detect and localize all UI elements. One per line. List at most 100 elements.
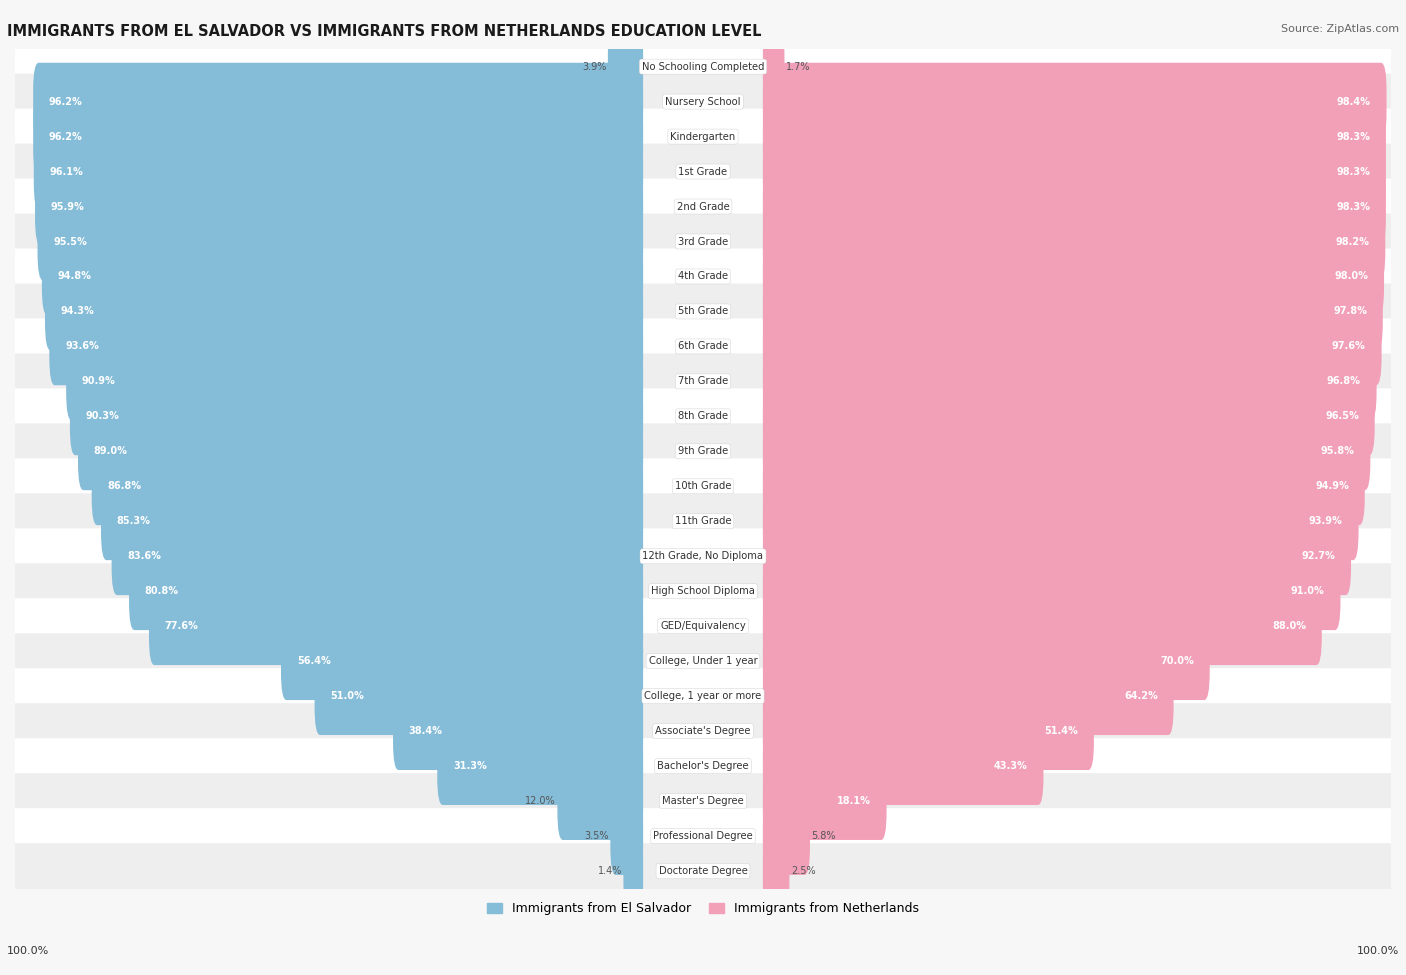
FancyBboxPatch shape [77,412,643,490]
FancyBboxPatch shape [763,203,1385,281]
Text: 93.9%: 93.9% [1309,517,1343,526]
Text: 94.8%: 94.8% [58,271,91,282]
Text: 98.0%: 98.0% [1334,271,1368,282]
Text: 98.3%: 98.3% [1336,202,1369,212]
FancyBboxPatch shape [13,214,1393,269]
Text: 90.3%: 90.3% [86,411,120,421]
FancyBboxPatch shape [763,377,1375,455]
FancyBboxPatch shape [763,307,1382,385]
Text: 96.1%: 96.1% [49,167,83,176]
Text: 12th Grade, No Diploma: 12th Grade, No Diploma [643,551,763,562]
FancyBboxPatch shape [34,98,643,176]
Text: 95.9%: 95.9% [51,202,84,212]
FancyBboxPatch shape [607,28,643,105]
FancyBboxPatch shape [129,553,643,630]
FancyBboxPatch shape [13,703,1393,760]
FancyBboxPatch shape [91,448,643,526]
Text: IMMIGRANTS FROM EL SALVADOR VS IMMIGRANTS FROM NETHERLANDS EDUCATION LEVEL: IMMIGRANTS FROM EL SALVADOR VS IMMIGRANT… [7,24,762,39]
FancyBboxPatch shape [38,203,643,281]
FancyBboxPatch shape [13,668,1393,724]
FancyBboxPatch shape [13,39,1393,95]
FancyBboxPatch shape [763,798,810,875]
FancyBboxPatch shape [149,587,643,665]
FancyBboxPatch shape [13,493,1393,549]
FancyBboxPatch shape [49,307,643,385]
FancyBboxPatch shape [42,238,643,315]
FancyBboxPatch shape [34,133,643,211]
Text: 9th Grade: 9th Grade [678,447,728,456]
Text: 98.2%: 98.2% [1336,237,1369,247]
FancyBboxPatch shape [763,483,1358,561]
FancyBboxPatch shape [13,599,1393,654]
Text: 3.5%: 3.5% [585,831,609,841]
Text: 11th Grade: 11th Grade [675,517,731,526]
Text: 89.0%: 89.0% [94,447,128,456]
Text: 95.8%: 95.8% [1320,447,1354,456]
FancyBboxPatch shape [763,833,789,910]
Text: 100.0%: 100.0% [7,946,49,956]
Text: 5th Grade: 5th Grade [678,306,728,317]
FancyBboxPatch shape [763,238,1384,315]
FancyBboxPatch shape [13,458,1393,515]
Text: 51.4%: 51.4% [1045,726,1078,736]
FancyBboxPatch shape [763,273,1384,350]
FancyBboxPatch shape [111,518,643,595]
FancyBboxPatch shape [13,284,1393,339]
FancyBboxPatch shape [763,342,1376,420]
FancyBboxPatch shape [763,28,785,105]
FancyBboxPatch shape [281,622,643,700]
FancyBboxPatch shape [763,98,1386,176]
FancyBboxPatch shape [13,353,1393,410]
Text: 96.5%: 96.5% [1324,411,1358,421]
FancyBboxPatch shape [70,377,643,455]
FancyBboxPatch shape [13,249,1393,304]
Legend: Immigrants from El Salvador, Immigrants from Netherlands: Immigrants from El Salvador, Immigrants … [482,897,924,920]
FancyBboxPatch shape [315,657,643,735]
Text: 92.7%: 92.7% [1302,551,1336,562]
FancyBboxPatch shape [763,133,1386,211]
FancyBboxPatch shape [13,808,1393,864]
FancyBboxPatch shape [763,762,887,840]
FancyBboxPatch shape [763,448,1365,526]
Text: 12.0%: 12.0% [526,797,555,806]
FancyBboxPatch shape [557,762,643,840]
Text: 80.8%: 80.8% [145,586,179,597]
Text: 4th Grade: 4th Grade [678,271,728,282]
Text: 64.2%: 64.2% [1123,691,1157,701]
Text: 2.5%: 2.5% [790,866,815,877]
Text: Nursery School: Nursery School [665,97,741,106]
FancyBboxPatch shape [394,692,643,770]
Text: 98.4%: 98.4% [1337,97,1371,106]
FancyBboxPatch shape [13,633,1393,689]
Text: 1st Grade: 1st Grade [679,167,727,176]
Text: Bachelor's Degree: Bachelor's Degree [657,761,749,771]
Text: Associate's Degree: Associate's Degree [655,726,751,736]
Text: College, Under 1 year: College, Under 1 year [648,656,758,666]
Text: 7th Grade: 7th Grade [678,376,728,386]
FancyBboxPatch shape [610,798,643,875]
FancyBboxPatch shape [437,727,643,805]
Text: 3.9%: 3.9% [582,61,606,71]
Text: 98.3%: 98.3% [1336,132,1369,141]
Text: 3rd Grade: 3rd Grade [678,237,728,247]
Text: 91.0%: 91.0% [1291,586,1324,597]
FancyBboxPatch shape [623,833,643,910]
FancyBboxPatch shape [45,273,643,350]
FancyBboxPatch shape [13,319,1393,374]
Text: High School Diploma: High School Diploma [651,586,755,597]
Text: 98.3%: 98.3% [1336,167,1369,176]
Text: 18.1%: 18.1% [837,797,870,806]
Text: 43.3%: 43.3% [994,761,1028,771]
Text: 5.8%: 5.8% [811,831,835,841]
FancyBboxPatch shape [763,518,1351,595]
Text: Kindergarten: Kindergarten [671,132,735,141]
Text: 51.0%: 51.0% [330,691,364,701]
Text: 56.4%: 56.4% [297,656,330,666]
Text: 96.2%: 96.2% [49,97,83,106]
Text: 2nd Grade: 2nd Grade [676,202,730,212]
Text: Professional Degree: Professional Degree [654,831,752,841]
FancyBboxPatch shape [101,483,643,561]
Text: 100.0%: 100.0% [1357,946,1399,956]
FancyBboxPatch shape [763,622,1209,700]
Text: 94.3%: 94.3% [60,306,94,317]
